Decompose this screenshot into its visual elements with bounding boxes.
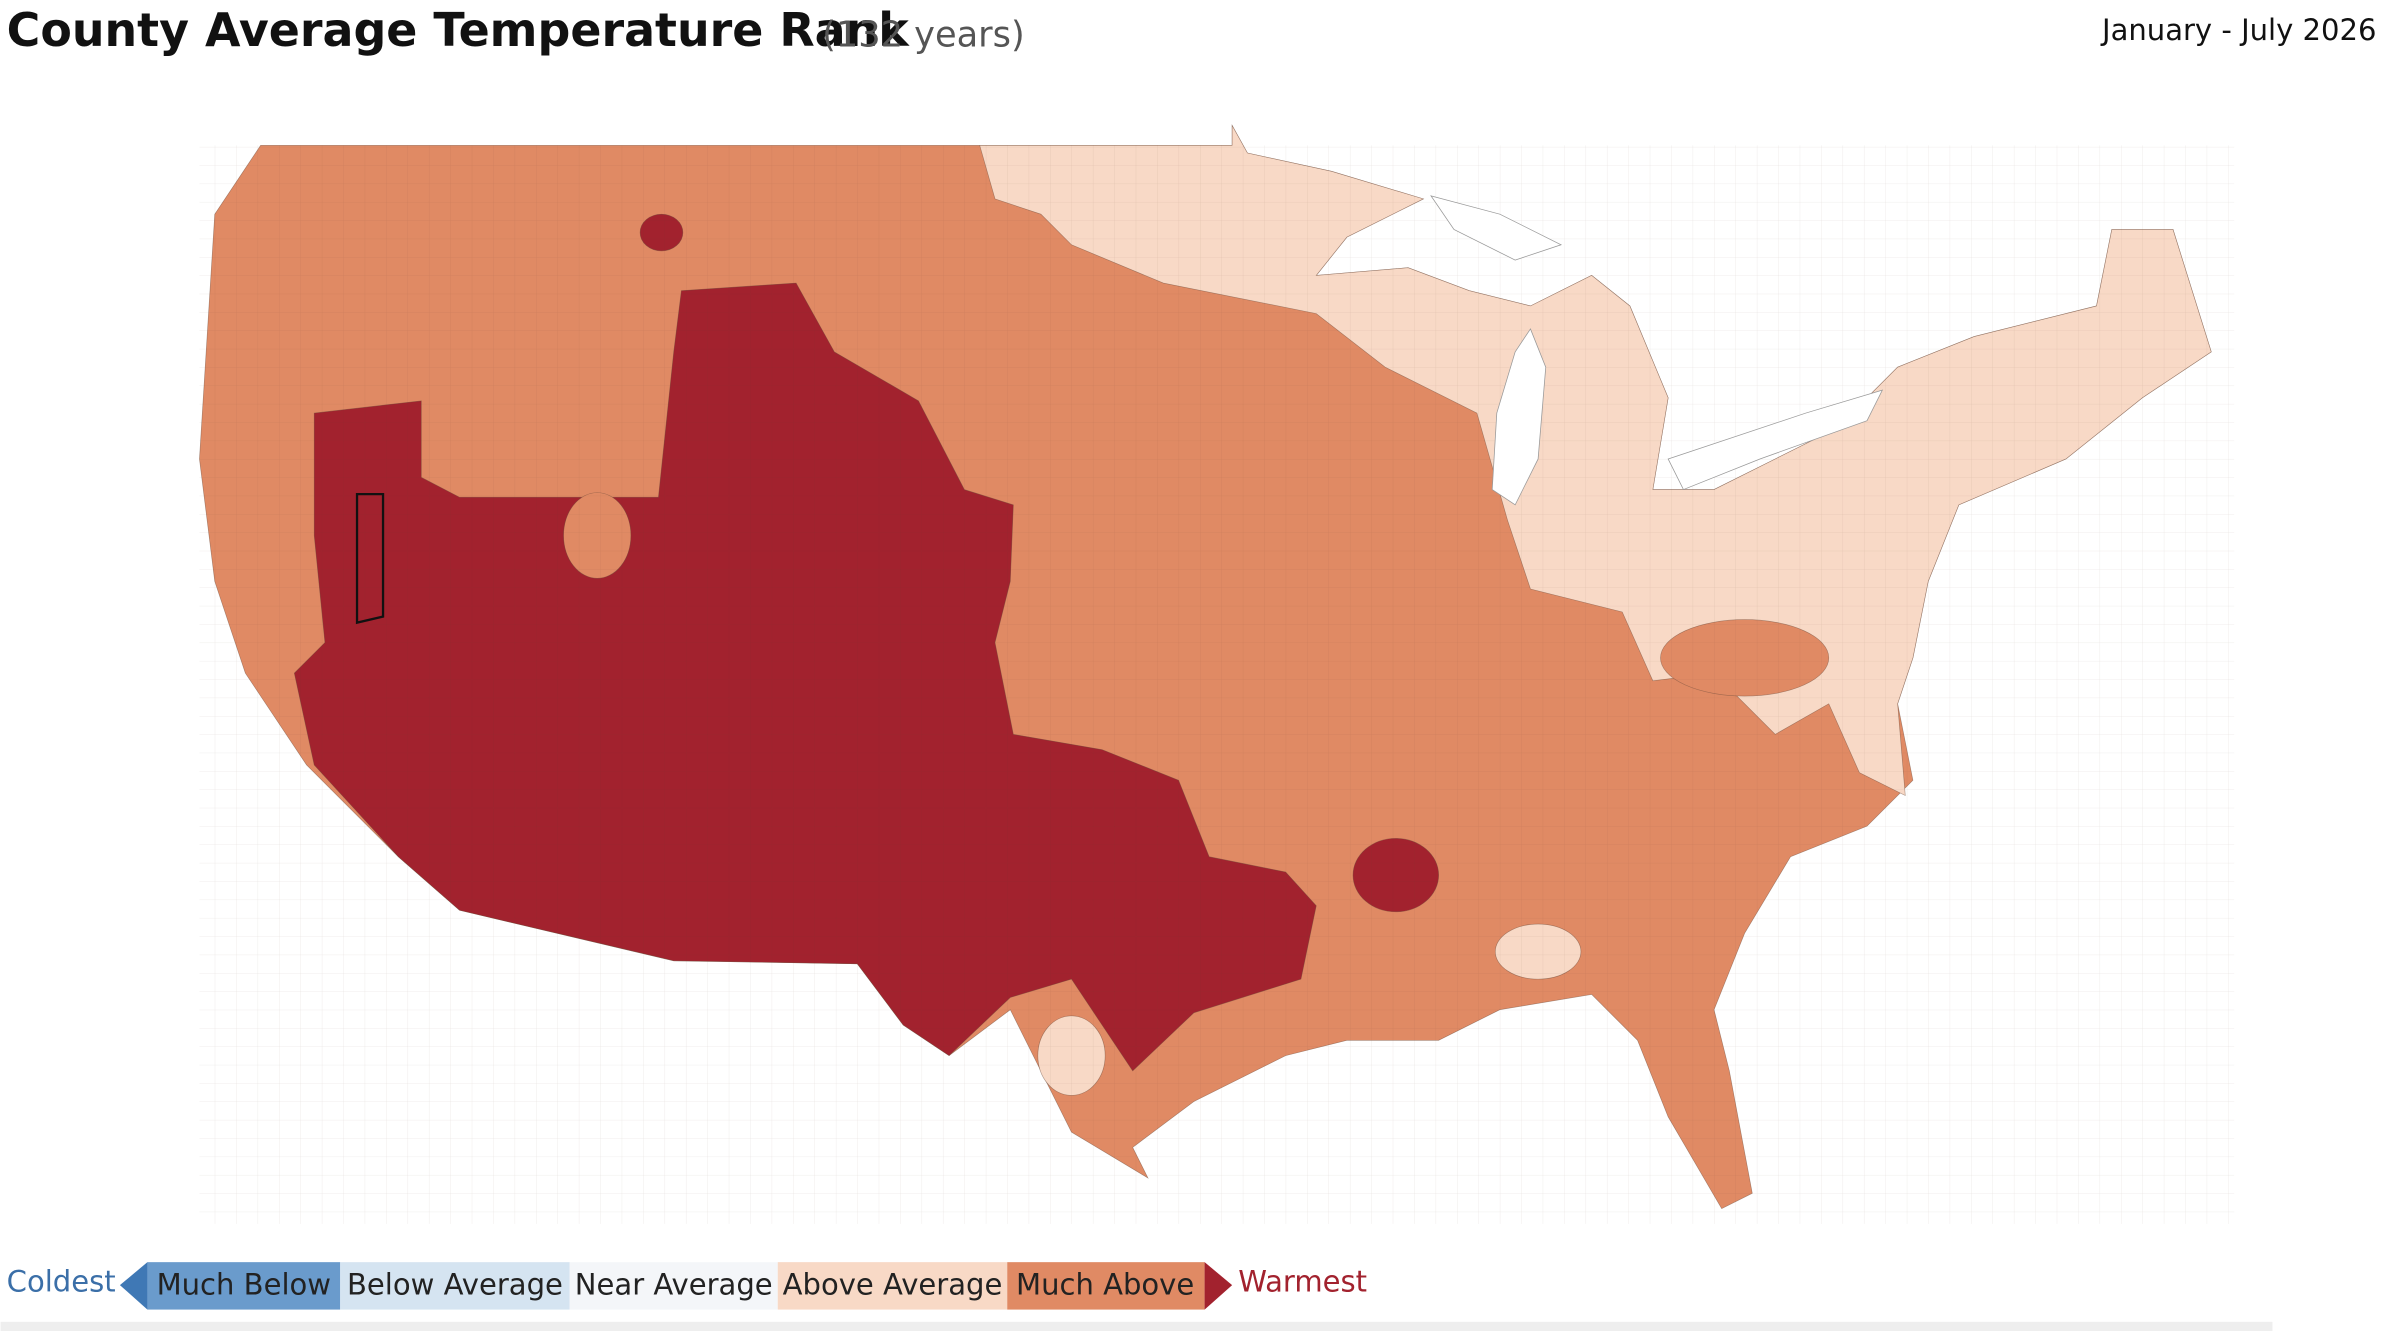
legend-swatch — [569, 1262, 778, 1310]
region-warmest-patch — [639, 213, 684, 252]
subtitle: (132 years) — [822, 15, 1025, 56]
legend-high: Warmest — [1238, 1265, 1367, 1299]
lake-superior — [1430, 195, 1563, 261]
legend-low: Coldest — [7, 1265, 116, 1299]
legend-swatch — [147, 1262, 341, 1310]
region-much-above-patch — [563, 492, 632, 579]
legend-label: Near Average — [575, 1268, 773, 1302]
legend-arrow-high — [1204, 1262, 1233, 1310]
legend: Coldest Much Below Below Average Near Av… — [7, 1262, 1367, 1310]
title: County Average Temperature Rank — [7, 3, 911, 57]
legend-arrow-low — [119, 1262, 148, 1310]
period: January - July 2026 — [2100, 13, 2376, 47]
legend-swatch — [340, 1262, 570, 1310]
lake-erie-ontario — [1667, 389, 1884, 491]
legend-swatch — [1007, 1262, 1205, 1310]
legend-label: Below Average — [347, 1268, 563, 1302]
lake-michigan — [1491, 328, 1547, 506]
legend-label: Much Below — [157, 1268, 331, 1302]
us-map — [199, 124, 2235, 1224]
county-highlight — [355, 493, 385, 625]
region-above-patch — [1037, 1015, 1106, 1096]
legend-swatch — [777, 1262, 1008, 1310]
legend-label: Above Average — [783, 1268, 1003, 1302]
region-above-patch — [1494, 923, 1582, 980]
legend-label: Much Above — [1016, 1268, 1194, 1302]
region-much-above-patch — [1660, 619, 1830, 697]
region-warmest-patch — [1352, 838, 1439, 913]
footer-bar — [0, 1321, 2273, 1331]
